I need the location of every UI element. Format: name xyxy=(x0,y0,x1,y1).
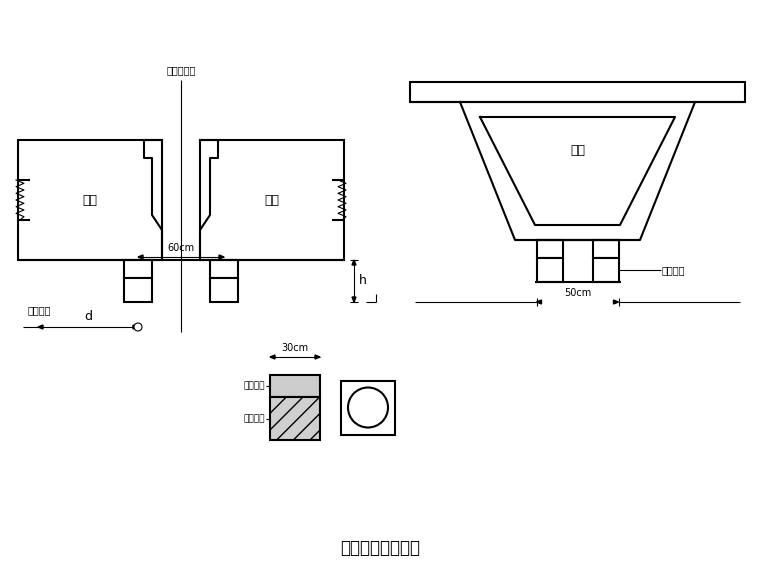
Bar xyxy=(124,260,152,278)
Bar xyxy=(200,140,344,260)
Text: 非连续端临时支座: 非连续端临时支座 xyxy=(340,539,420,557)
Text: 钉板垒层: 钉板垒层 xyxy=(243,381,265,390)
Polygon shape xyxy=(133,325,138,329)
Bar xyxy=(537,258,562,282)
Text: 砂筒垒层: 砂筒垒层 xyxy=(661,265,685,275)
Polygon shape xyxy=(270,355,275,359)
Text: 临时垒层: 临时垒层 xyxy=(28,305,52,315)
Bar xyxy=(537,240,562,258)
Circle shape xyxy=(134,323,142,331)
Bar xyxy=(341,381,395,434)
Text: 50cm: 50cm xyxy=(564,288,591,298)
Polygon shape xyxy=(38,325,43,329)
Text: 符棁: 符棁 xyxy=(264,193,280,206)
Text: 桥梁中心线: 桥梁中心线 xyxy=(166,65,195,75)
Text: 60cm: 60cm xyxy=(167,243,195,253)
Bar xyxy=(18,140,162,260)
Polygon shape xyxy=(352,260,356,265)
Text: 主棁: 主棁 xyxy=(83,193,97,206)
Bar xyxy=(593,240,619,258)
Polygon shape xyxy=(537,300,541,304)
Bar xyxy=(593,258,619,282)
Bar xyxy=(124,278,152,302)
Polygon shape xyxy=(352,297,356,302)
Bar xyxy=(270,397,320,440)
Bar xyxy=(270,375,320,397)
Text: 筱棁: 筱棁 xyxy=(570,145,585,157)
Text: h: h xyxy=(359,275,367,287)
Bar xyxy=(410,82,745,102)
Polygon shape xyxy=(315,355,320,359)
Text: d: d xyxy=(84,310,92,323)
Polygon shape xyxy=(138,255,143,259)
Polygon shape xyxy=(613,300,619,304)
Polygon shape xyxy=(219,255,224,259)
Circle shape xyxy=(348,388,388,428)
Bar xyxy=(210,260,238,278)
Text: 砂筒垒层: 砂筒垒层 xyxy=(243,414,265,423)
Bar xyxy=(210,278,238,302)
Text: 30cm: 30cm xyxy=(281,343,309,353)
